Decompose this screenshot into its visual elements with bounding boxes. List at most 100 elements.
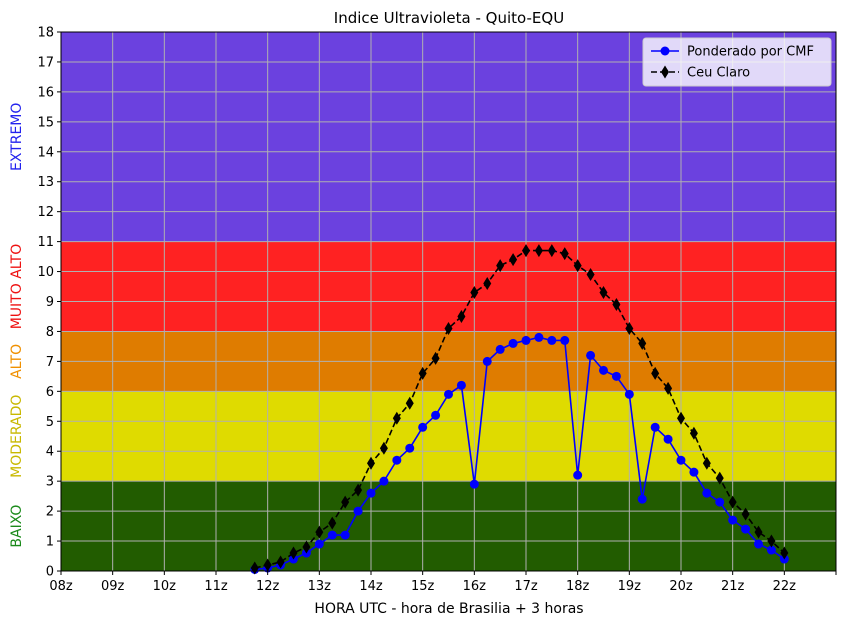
data-point <box>728 515 738 525</box>
data-point <box>263 558 272 572</box>
data-point <box>663 434 673 444</box>
x-tick-label: 14z <box>359 579 383 594</box>
data-point <box>651 366 660 380</box>
data-point <box>340 530 350 540</box>
data-point <box>741 524 751 534</box>
data-point <box>431 410 441 420</box>
data-point <box>302 540 311 554</box>
data-point <box>702 488 712 498</box>
y-tick-label: 7 <box>46 355 54 370</box>
data-point <box>456 380 466 390</box>
grid-lines <box>60 31 837 572</box>
legend-box <box>642 37 832 87</box>
x-tick-label: 15z <box>411 579 435 594</box>
data-point <box>418 366 427 380</box>
y-tick-label: 17 <box>37 55 54 70</box>
data-point <box>547 335 557 345</box>
data-point <box>650 422 660 432</box>
y-tick-label: 12 <box>37 205 54 220</box>
data-point <box>366 488 376 498</box>
y-tick-label: 0 <box>46 565 54 580</box>
data-point <box>508 338 518 348</box>
data-point <box>314 539 324 549</box>
uv-band-muito-alto <box>61 241 836 332</box>
y-tick-label: 2 <box>46 505 54 520</box>
data-point <box>522 244 530 258</box>
data-point <box>328 516 337 530</box>
legend-entry: Ceu Claro <box>651 65 750 81</box>
uv-bands <box>61 32 836 571</box>
data-point <box>444 321 453 335</box>
data-point <box>289 546 298 560</box>
x-axis-ticks: 08z 09z 10z 11z 12z 13z 14z 15z 16z 17z 18z 19z 20z 2… <box>49 571 837 594</box>
data-point <box>495 344 505 354</box>
uv-band-moderado <box>61 391 836 482</box>
uv-band-baixo <box>61 481 836 571</box>
data-point <box>573 470 583 480</box>
data-point <box>534 332 544 342</box>
data-point <box>341 495 350 509</box>
y-tick-label: 3 <box>46 475 54 490</box>
x-tick-label: 17z <box>514 579 538 594</box>
data-point <box>276 555 285 569</box>
legend-label: Ponderado por CMF <box>687 45 814 60</box>
data-point <box>660 46 670 56</box>
x-tick-label: 09z <box>101 579 125 594</box>
x-tick-label: 08z <box>49 579 73 594</box>
y-tick-label: 6 <box>46 385 54 400</box>
data-point <box>638 336 647 350</box>
data-point <box>521 335 531 345</box>
y-tick-label: 9 <box>46 295 54 310</box>
data-point <box>367 456 375 470</box>
data-point <box>469 479 479 489</box>
series-line <box>254 249 785 569</box>
data-point <box>392 411 401 425</box>
legend-entry: Ponderado por CMF <box>651 45 814 60</box>
data-point <box>496 259 505 273</box>
band-label-extremo: EXTREMO <box>9 103 25 171</box>
x-tick-label: 13z <box>308 579 332 594</box>
band-label-muito-alto: MUITO ALTO <box>9 244 25 330</box>
data-point <box>482 356 492 366</box>
data-point <box>677 411 685 425</box>
data-point <box>767 534 776 548</box>
legend: Ponderado por CMF Ceu Claro <box>642 37 832 87</box>
data-point <box>689 426 698 440</box>
data-point <box>637 494 647 504</box>
y-tick-label: 1 <box>46 535 54 550</box>
y-tick-label: 8 <box>46 325 54 340</box>
data-point <box>379 476 389 486</box>
data-point <box>661 65 669 79</box>
x-tick-label: 11z <box>204 579 228 594</box>
y-tick-label: 18 <box>37 26 54 41</box>
y-tick-label: 4 <box>46 445 54 460</box>
x-tick-label: 19z <box>618 579 642 594</box>
y-tick-label: 10 <box>37 265 54 280</box>
y-tick-label: 16 <box>37 85 54 100</box>
data-point <box>327 530 337 540</box>
data-point <box>560 247 569 261</box>
data-point <box>766 545 776 555</box>
data-point <box>534 244 543 258</box>
data-point <box>353 506 363 516</box>
data-point <box>625 321 634 335</box>
legend-label: Ceu Claro <box>687 66 750 81</box>
data-point <box>444 389 453 399</box>
x-tick-label: 18z <box>566 579 590 594</box>
x-axis-label: HORA UTC - hora de Brasilia + 3 horas <box>314 601 583 617</box>
band-label-alto: ALTO <box>9 344 25 379</box>
data-point <box>599 286 608 300</box>
data-point <box>573 259 582 273</box>
x-tick-label: 16z <box>463 579 487 594</box>
x-tick-label: 10z <box>153 579 177 594</box>
x-tick-label: 21z <box>721 579 745 594</box>
data-point <box>754 539 763 549</box>
data-point <box>780 546 789 560</box>
data-point <box>728 495 737 509</box>
data-point <box>315 525 324 539</box>
band-label-baixo: BAIXO <box>9 505 25 548</box>
data-point <box>354 483 363 497</box>
data-point <box>509 253 518 267</box>
